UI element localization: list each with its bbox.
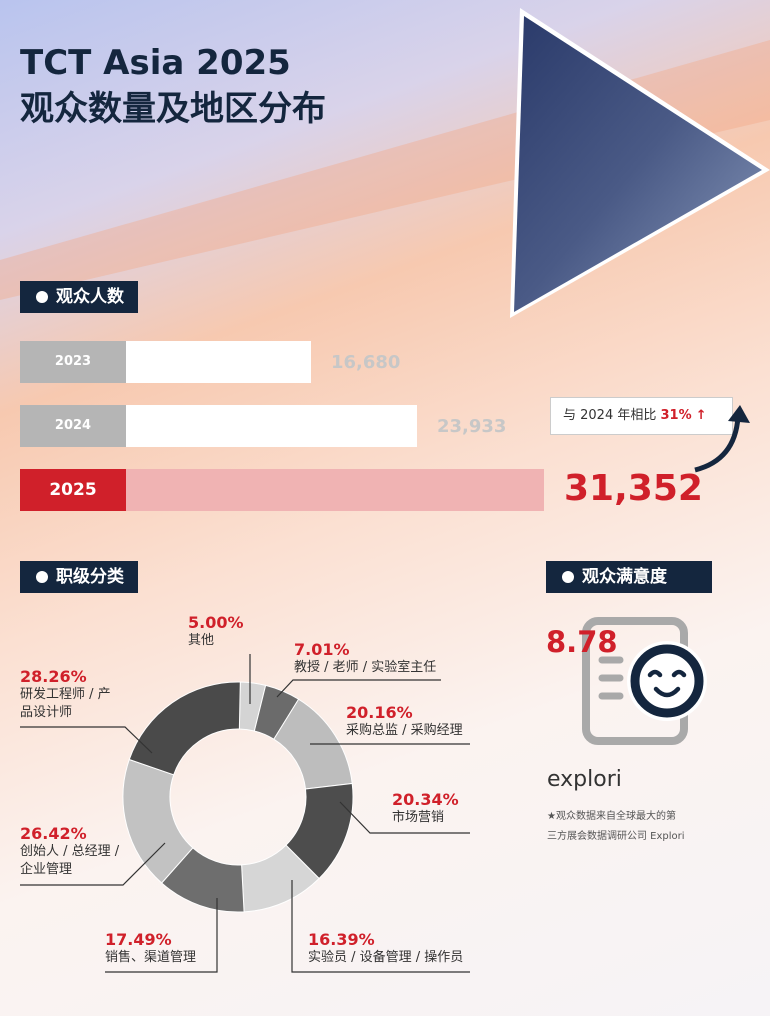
comparison-callout: 与 2024 年相比 31% ↑ [550, 397, 733, 435]
slice-label-other: 5.00% 其他 [188, 613, 244, 648]
slice-label-founder: 26.42% 创始人 / 总经理 / 企业管理 [20, 824, 120, 877]
value-2025: 31,352 [564, 468, 703, 509]
section-header-job-level: 职级分类 [20, 561, 138, 593]
comparison-pct: 31% [660, 408, 692, 423]
slice-label-rd: 28.26% 研发工程师 / 产品设计师 [20, 667, 111, 720]
bar-2025 [126, 469, 544, 511]
background-decor [0, 8, 770, 318]
donut-chart [20, 654, 470, 973]
section-label: 观众人数 [56, 287, 124, 307]
slice-label-professor: 7.01% 教授 / 老师 / 实验室主任 [294, 640, 437, 675]
leader-line [291, 880, 470, 973]
arrow-up-icon: ↑ [695, 408, 707, 423]
donut-slice [128, 681, 241, 776]
title-line2: 观众数量及地区分布 [20, 89, 326, 129]
leader-line [20, 842, 166, 886]
leader-line [105, 898, 218, 973]
section-label: 职级分类 [56, 567, 124, 587]
event-photo [514, 16, 762, 312]
bar-2023 [126, 341, 311, 383]
year-label-2025: 2025 [20, 469, 126, 511]
bar-2024 [126, 405, 417, 447]
smiley-document-icon [582, 617, 707, 745]
slice-label-purchasing: 20.16% 采购总监 / 采购经理 [346, 703, 463, 738]
slice-label-sales: 17.49% 销售、渠道管理 [105, 930, 197, 965]
section-label: 观众满意度 [582, 567, 667, 587]
year-label-2024: 2024 [20, 405, 126, 447]
note-line1: ★观众数据来自全球最大的第 [547, 811, 676, 822]
slice-label-marketing: 20.34% 市场营销 [392, 790, 459, 825]
value-2023: 16,680 [331, 352, 401, 373]
value-2024: 23,933 [437, 416, 507, 437]
section-header-satisfaction: 观众满意度 [546, 561, 712, 593]
curved-arrow-icon [694, 405, 750, 473]
leader-line [276, 679, 441, 698]
slice-label-lab: 16.39% 实验员 / 设备管理 / 操作员 [308, 930, 464, 965]
title-line1: TCT Asia 2025 [20, 43, 291, 83]
leader-line [339, 801, 470, 834]
note-line2: 三方展会数据调研公司 Explori [547, 831, 685, 842]
year-label-2023: 2023 [20, 341, 126, 383]
leader-line [20, 726, 153, 754]
page-title: TCT Asia 2025 观众数量及地区分布 [20, 40, 326, 132]
source-note: ★观众数据来自全球最大的第 三方展会数据调研公司 Explori [547, 807, 685, 847]
comparison-text: 与 2024 年相比 [563, 408, 657, 423]
explori-logo: explori [547, 767, 622, 792]
satisfaction-score: 8.78 [546, 625, 618, 659]
section-header-visitors: 观众人数 [20, 281, 138, 313]
